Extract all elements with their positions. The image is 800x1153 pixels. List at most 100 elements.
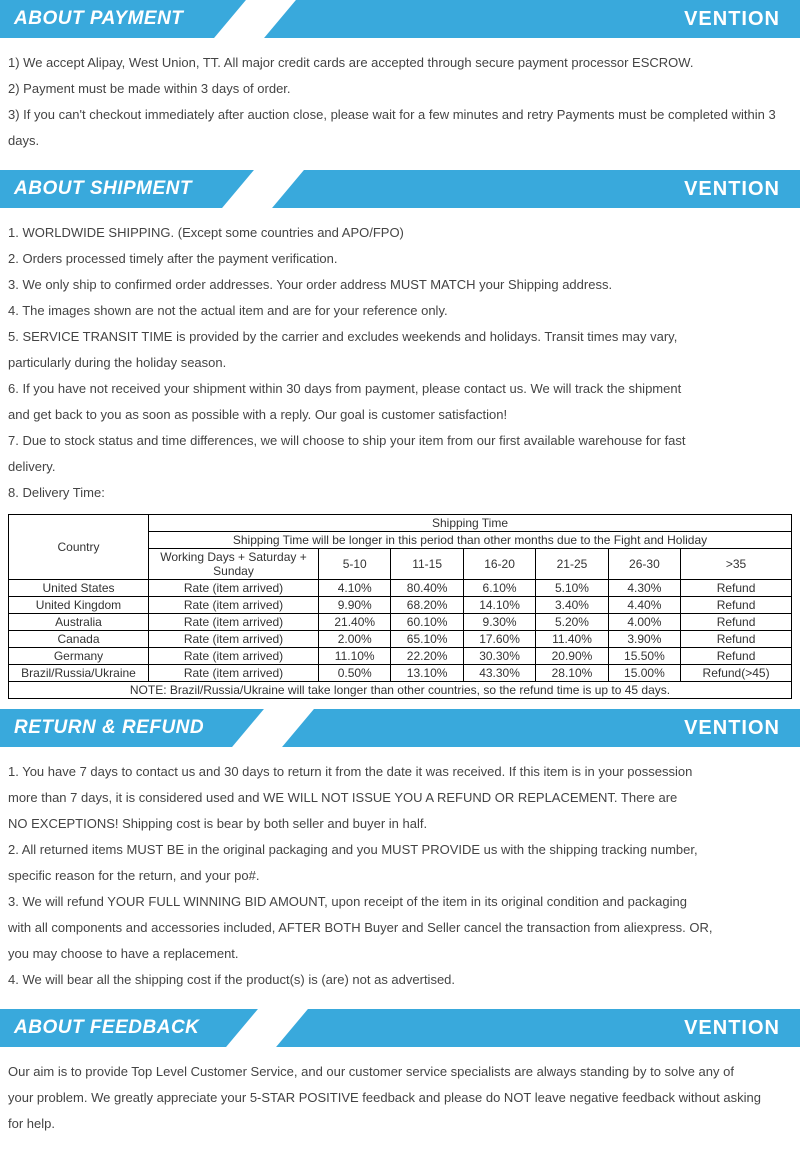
td-rate-label: Rate (item arrived)	[149, 614, 319, 631]
payment-content: 1) We accept Alipay, West Union, TT. All…	[0, 38, 800, 170]
td-value: 28.10%	[536, 665, 608, 682]
return-content: 1. You have 7 days to contact us and 30 …	[0, 747, 800, 1009]
th-range: 5-10	[319, 549, 391, 580]
td-value: 22.20%	[391, 648, 463, 665]
td-rate-label: Rate (item arrived)	[149, 580, 319, 597]
text-line: specific reason for the return, and your…	[8, 863, 792, 889]
text-line: 2. Orders processed timely after the pay…	[8, 246, 792, 272]
th-country: Country	[9, 515, 149, 580]
td-value: 5.10%	[536, 580, 608, 597]
table-row: NOTE: Brazil/Russia/Ukraine will take lo…	[9, 682, 792, 699]
header-wedge	[232, 709, 314, 747]
td-value: 9.90%	[319, 597, 391, 614]
section-header-shipment: ABOUT SHIPMENT VENTION	[0, 170, 800, 208]
td-value: 80.40%	[391, 580, 463, 597]
table-row: United StatesRate (item arrived)4.10%80.…	[9, 580, 792, 597]
td-value: 13.10%	[391, 665, 463, 682]
text-line: more than 7 days, it is considered used …	[8, 785, 792, 811]
table-row: CanadaRate (item arrived)2.00%65.10%17.6…	[9, 631, 792, 648]
text-line: 2. All returned items MUST BE in the ori…	[8, 837, 792, 863]
text-line: and get back to you as soon as possible …	[8, 402, 792, 428]
td-value: 14.10%	[463, 597, 535, 614]
feedback-content: Our aim is to provide Top Level Customer…	[0, 1047, 800, 1153]
section-header-feedback: ABOUT FEEDBACK VENTION	[0, 1009, 800, 1047]
td-value: 15.00%	[608, 665, 680, 682]
brand-logo: VENTION	[684, 170, 780, 208]
th-range: 16-20	[463, 549, 535, 580]
section-title: ABOUT PAYMENT	[14, 0, 183, 38]
text-line: 4. We will bear all the shipping cost if…	[8, 967, 792, 993]
td-value: 5.20%	[536, 614, 608, 631]
text-line: 1. You have 7 days to contact us and 30 …	[8, 759, 792, 785]
td-value: 4.40%	[608, 597, 680, 614]
text-line: particularly during the holiday season.	[8, 350, 792, 376]
td-value: 4.00%	[608, 614, 680, 631]
td-country: Brazil/Russia/Ukraine	[9, 665, 149, 682]
th-range: >35	[681, 549, 792, 580]
td-value: 15.50%	[608, 648, 680, 665]
td-value: 2.00%	[319, 631, 391, 648]
text-line: 8. Delivery Time:	[8, 480, 792, 506]
th-shipping: Shipping Time	[149, 515, 792, 532]
td-rate-label: Rate (item arrived)	[149, 665, 319, 682]
section-title: ABOUT FEEDBACK	[14, 1009, 199, 1047]
text-line: delivery.	[8, 454, 792, 480]
td-value: 17.60%	[463, 631, 535, 648]
delivery-time-table: Country Shipping Time Shipping Time will…	[8, 514, 792, 699]
td-value: 4.30%	[608, 580, 680, 597]
text-line: 3) If you can't checkout immediately aft…	[8, 102, 792, 154]
td-value: 65.10%	[391, 631, 463, 648]
section-title: RETURN & REFUND	[14, 709, 204, 747]
text-line: 1) We accept Alipay, West Union, TT. All…	[8, 50, 792, 76]
td-value: 30.30%	[463, 648, 535, 665]
td-country: United States	[9, 580, 149, 597]
text-line: Our aim is to provide Top Level Customer…	[8, 1059, 792, 1085]
th-range: 21-25	[536, 549, 608, 580]
td-value: 4.10%	[319, 580, 391, 597]
td-rate-label: Rate (item arrived)	[149, 597, 319, 614]
text-line: 2) Payment must be made within 3 days of…	[8, 76, 792, 102]
table-footer-note: NOTE: Brazil/Russia/Ukraine will take lo…	[9, 682, 792, 699]
td-value: Refund(>45)	[681, 665, 792, 682]
brand-logo: VENTION	[684, 0, 780, 38]
section-header-payment: ABOUT PAYMENT VENTION	[0, 0, 800, 38]
text-line: 7. Due to stock status and time differen…	[8, 428, 792, 454]
td-value: 20.90%	[536, 648, 608, 665]
brand-logo: VENTION	[684, 1009, 780, 1047]
td-value: 21.40%	[319, 614, 391, 631]
text-line: 3. We only ship to confirmed order addre…	[8, 272, 792, 298]
th-range: 11-15	[391, 549, 463, 580]
text-line: 6. If you have not received your shipmen…	[8, 376, 792, 402]
th-range: 26-30	[608, 549, 680, 580]
th-working: Working Days + Saturday + Sunday	[149, 549, 319, 580]
text-line: you may choose to have a replacement.	[8, 941, 792, 967]
td-value: 6.10%	[463, 580, 535, 597]
table-row: Brazil/Russia/UkraineRate (item arrived)…	[9, 665, 792, 682]
td-rate-label: Rate (item arrived)	[149, 648, 319, 665]
text-line: 5. SERVICE TRANSIT TIME is provided by t…	[8, 324, 792, 350]
td-value: 68.20%	[391, 597, 463, 614]
td-value: 3.90%	[608, 631, 680, 648]
td-value: 3.40%	[536, 597, 608, 614]
td-value: 60.10%	[391, 614, 463, 631]
td-value: 9.30%	[463, 614, 535, 631]
td-value: Refund	[681, 614, 792, 631]
brand-logo: VENTION	[684, 709, 780, 747]
td-value: 11.40%	[536, 631, 608, 648]
section-header-return: RETURN & REFUND VENTION	[0, 709, 800, 747]
td-country: Canada	[9, 631, 149, 648]
table-row: United KingdomRate (item arrived)9.90%68…	[9, 597, 792, 614]
td-value: Refund	[681, 580, 792, 597]
td-rate-label: Rate (item arrived)	[149, 631, 319, 648]
td-value: Refund	[681, 631, 792, 648]
section-title: ABOUT SHIPMENT	[14, 170, 192, 208]
th-period-note: Shipping Time will be longer in this per…	[149, 532, 792, 549]
td-country: United Kingdom	[9, 597, 149, 614]
td-value: 11.10%	[319, 648, 391, 665]
shipment-content: 1. WORLDWIDE SHIPPING. (Except some coun…	[0, 208, 800, 510]
text-line: for help.	[8, 1111, 792, 1137]
header-wedge	[222, 170, 304, 208]
table-row: AustraliaRate (item arrived)21.40%60.10%…	[9, 614, 792, 631]
text-line: with all components and accessories incl…	[8, 915, 792, 941]
header-wedge	[226, 1009, 308, 1047]
